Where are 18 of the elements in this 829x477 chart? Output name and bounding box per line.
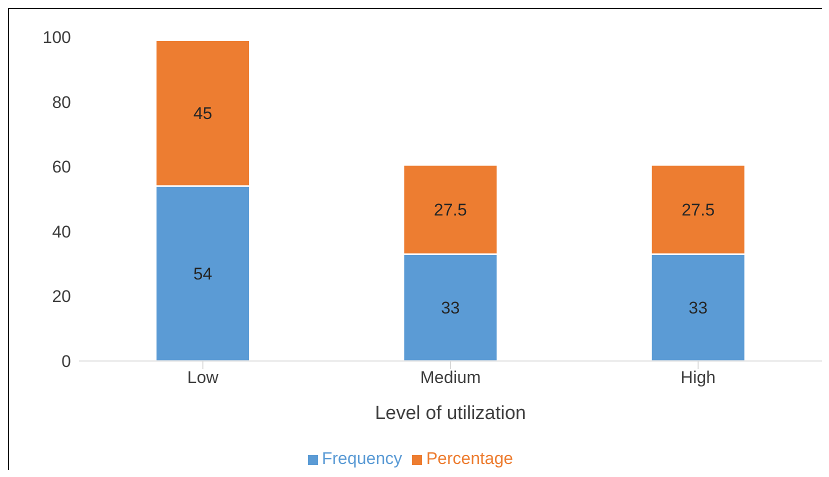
y-tick-label: 40 xyxy=(52,222,71,242)
data-label: 27.5 xyxy=(682,200,715,220)
legend-label: Percentage xyxy=(426,449,514,468)
x-tick-label: Low xyxy=(187,368,220,388)
x-tick-label: High xyxy=(680,368,716,388)
legend-label: Frequency xyxy=(322,449,402,468)
x-axis-title: Level of utilization xyxy=(374,403,526,424)
data-label: 33 xyxy=(440,298,460,318)
data-label: 27.5 xyxy=(434,200,467,220)
x-tick-label: Medium xyxy=(420,368,481,388)
data-label: 45 xyxy=(193,104,212,124)
y-tick-label: 20 xyxy=(52,287,71,306)
data-label: 33 xyxy=(688,298,708,318)
data-label: 54 xyxy=(193,264,212,284)
y-tick-label: 0 xyxy=(62,352,71,372)
y-tick-label: 60 xyxy=(52,158,71,177)
y-tick-label: 100 xyxy=(42,28,71,48)
y-tick-label: 80 xyxy=(52,92,71,112)
